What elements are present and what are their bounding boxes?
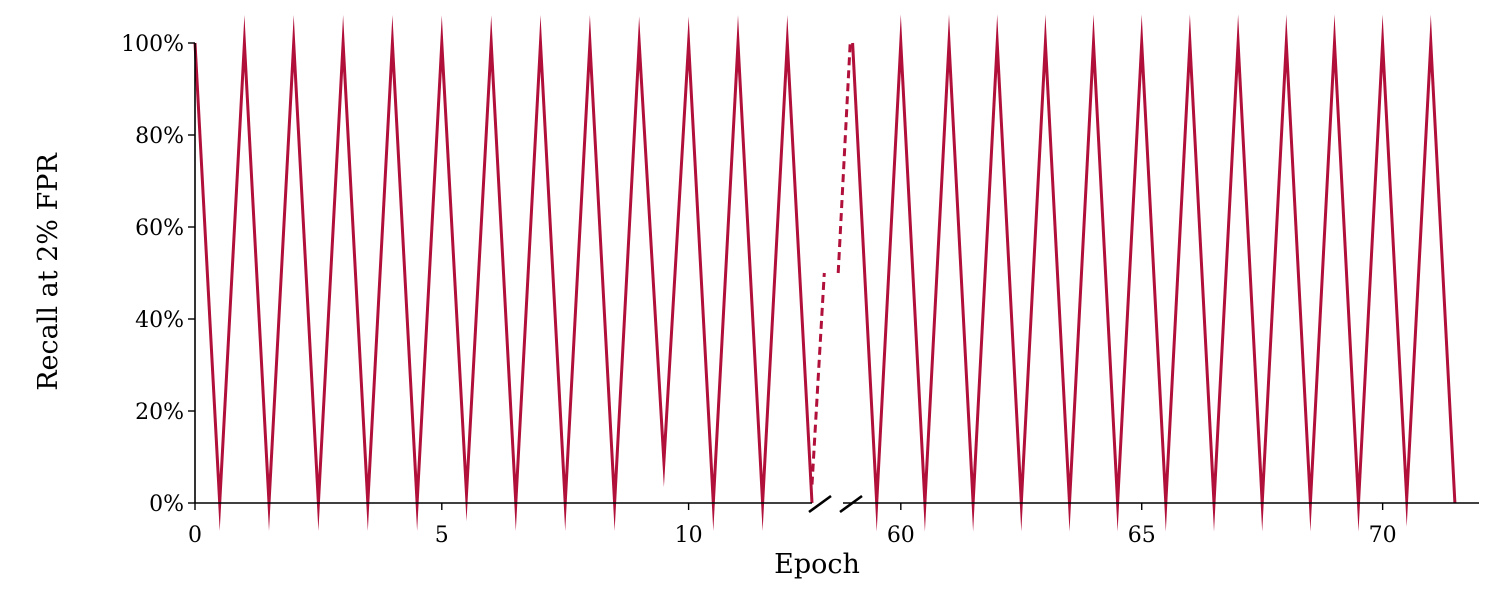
- y-tick-label: 100%: [121, 32, 184, 57]
- dashed-connector-line-panel-2: [836, 42, 852, 274]
- y-tick-label: 60%: [135, 216, 184, 241]
- recall-series-line-panel-2: [851, 14, 1457, 532]
- axis-break-mark-right: [839, 494, 863, 514]
- x-tick-label: 10: [675, 523, 703, 548]
- x-tick-label: 5: [435, 523, 449, 548]
- x-axis-title: Epoch: [774, 549, 860, 580]
- y-tick-label: 80%: [135, 124, 184, 149]
- recall-series-line-panel-1: [193, 14, 814, 532]
- y-axis-title: Recall at 2% FPR: [33, 153, 64, 391]
- series-layer: [193, 14, 1457, 532]
- y-tick-label: 40%: [135, 308, 184, 333]
- x-tick-label: 0: [188, 523, 202, 548]
- dashed-connector-line-panel-1: [810, 272, 826, 485]
- axes-layer: 0% 20% 40% 60% 80% 100% 0 5 10 60 65 70: [121, 32, 1479, 548]
- x-tick-label: 70: [1369, 523, 1397, 548]
- x-tick-label: 65: [1128, 523, 1156, 548]
- y-tick-label: 0%: [149, 492, 184, 517]
- axis-break-mark-left: [808, 494, 832, 514]
- x-tick-label: 60: [887, 523, 915, 548]
- y-tick-label: 20%: [135, 400, 184, 425]
